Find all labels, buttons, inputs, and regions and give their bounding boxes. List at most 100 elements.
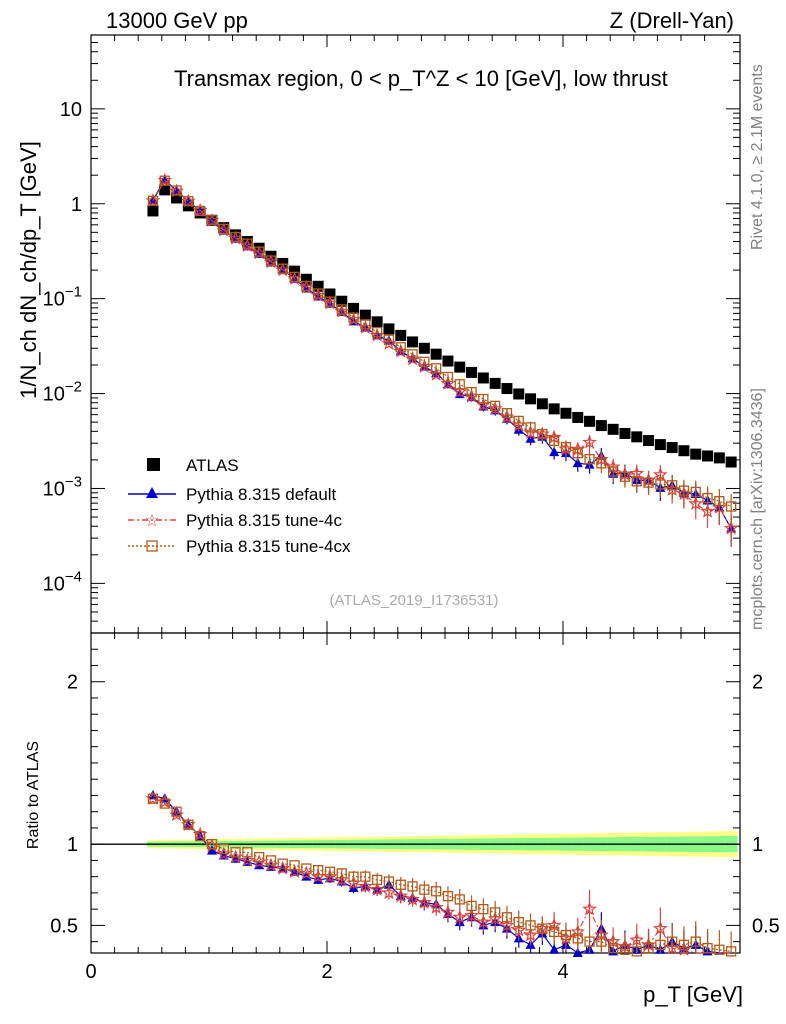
pythia-tune4cx-ratio-point	[289, 860, 300, 871]
legend-marker-tune4c: ☆	[144, 511, 159, 530]
pythia-tune4cx-point	[442, 371, 454, 383]
y-tick-label: 10−2	[43, 379, 82, 406]
pythia-tune4cx-ratio-point	[253, 852, 265, 863]
reference-label: (ATLAS_2019_I1736531)	[329, 592, 498, 609]
atlas-point	[489, 377, 501, 389]
pythia-tune4cx-point	[667, 480, 678, 491]
pythia-tune4cx-point	[383, 334, 395, 345]
x-tick-label: 4	[557, 961, 568, 983]
pythia-tune4cx-ratio-point	[407, 881, 418, 892]
pythia-tune4cx-point	[277, 263, 288, 274]
pythia-tune4cx-point	[301, 280, 312, 292]
pythia-tune4cx-ratio-line	[152, 798, 732, 953]
atlas-point	[631, 431, 643, 443]
pythia-tune4cx-point	[419, 356, 430, 367]
ratio-tick-label-left: 1	[67, 834, 78, 856]
pythia-tune4c-point	[452, 384, 468, 398]
atlas-point	[383, 323, 395, 335]
data-series	[145, 172, 739, 957]
pythia-tune4cx-ratio-point	[395, 879, 406, 890]
header-left: 13000 GeV pp	[106, 8, 248, 33]
pythia-tune4cx-ratio-point	[678, 939, 690, 951]
pythia-tune4cx-ratio-point	[183, 819, 194, 830]
atlas-point	[607, 423, 619, 435]
x-tick-label: 2	[321, 961, 332, 983]
pythia-default-ratio-point	[206, 845, 217, 855]
pythia-tune4cx-point	[183, 196, 194, 207]
pythia-tune4cx-point	[430, 363, 442, 374]
pythia-tune4c-ratio-point	[358, 878, 373, 893]
atlas-point	[466, 366, 478, 378]
pythia-tune4cx-point	[218, 223, 229, 235]
ratio-tick-label-left: 0.5	[50, 915, 78, 937]
pythia-tune4cx-ratio-point	[549, 926, 560, 938]
pythia-tune4cx-point	[513, 415, 524, 427]
pythia-tune4c-ratio-point	[452, 909, 468, 924]
pythia-default-ratio-point	[549, 944, 560, 954]
pythia-tune4cx-point	[171, 185, 182, 196]
pythia-tune4c-ratio-line	[152, 798, 732, 954]
legend-marker-tune4cx	[146, 540, 158, 552]
y-tick-label: 10−1	[43, 284, 82, 311]
pythia-tune4cx-line	[152, 179, 732, 508]
pythia-tune4cx-ratio-point	[301, 863, 312, 874]
pythia-tune4c-point	[582, 434, 597, 449]
atlas-point	[643, 435, 655, 447]
atlas-point	[324, 288, 336, 300]
pythia-tune4cx-point	[194, 205, 206, 217]
atlas-point	[536, 398, 548, 410]
pythia-tune4cx-point	[265, 255, 277, 266]
atlas-point	[312, 280, 324, 292]
pythia-tune4cx-point	[360, 319, 371, 330]
legend-label-tune4c: Pythia 8.315 tune-4c	[186, 511, 342, 530]
pythia-tune4cx-ratio-point	[242, 847, 253, 858]
ratio-tick-label-left: 2	[67, 672, 78, 694]
legend-marker-atlas	[147, 458, 160, 471]
atlas-point	[548, 403, 560, 415]
pythia-tune4cx-ratio-point	[667, 936, 678, 947]
pythia-tune4cx-point	[572, 448, 583, 459]
pythia-tune4cx-ratio-point	[454, 894, 465, 905]
pythia-tune4cx-point	[242, 238, 253, 249]
atlas-point	[407, 336, 419, 348]
pythia-tune4cx-ratio-point	[324, 866, 336, 877]
rivet-label: Rivet 4.1.0, ≥ 2.1M events	[749, 64, 766, 250]
y-axis-label-main: 1/N_ch dN_ch/dp_T [GeV]	[16, 141, 41, 399]
pythia-default-ratio-point	[572, 947, 583, 957]
atlas-point	[525, 393, 537, 405]
pythia-tune4cx-point	[206, 215, 218, 226]
ratio-frame	[90, 632, 741, 954]
pythia-tune4cx-ratio-point	[619, 944, 631, 955]
atlas-point	[513, 388, 525, 400]
atlas-point	[359, 309, 371, 321]
atlas-point	[713, 452, 725, 464]
pythia-tune4c-ratio-point	[393, 888, 409, 903]
atlas-point	[690, 448, 702, 460]
pythia-tune4cx-ratio-point	[371, 874, 383, 886]
pythia-tune4cx-point	[702, 492, 713, 504]
pythia-tune4cx-point	[584, 453, 595, 465]
atlas-point	[619, 427, 631, 439]
y-tick-label: 1	[71, 194, 82, 216]
pythia-tune4cx-ratio-point	[312, 865, 324, 876]
axis-ticks: 0 2 4 10 1 10−1 10−2 10−3 10−4 0.5 0.5 1 1 2 2	[43, 34, 780, 983]
pythia-tune4cx-ratio-point	[348, 871, 359, 882]
atlas-point	[584, 415, 596, 427]
pythia-tune4cx-point	[678, 485, 690, 496]
pythia-tune4cx-point	[537, 428, 548, 440]
pythia-tune4cx-point	[643, 477, 654, 488]
legend-label-tune4cx: Pythia 8.315 tune-4cx	[186, 537, 351, 556]
ratio-tick-label-right: 1	[752, 834, 763, 856]
pythia-tune4cx-point	[501, 408, 513, 419]
pythia-tune4cx-point	[454, 379, 465, 390]
pythia-tune4cx-ratio-point	[655, 939, 666, 951]
y-tick-label: 10	[60, 99, 82, 121]
pythia-tune4cx-ratio-point	[430, 886, 442, 897]
pythia-tune4cx-point	[596, 458, 607, 469]
pythia-tune4c-ratio-point	[381, 885, 397, 900]
pythia-tune4cx-point	[655, 479, 666, 490]
pythia-tune4cx-point	[324, 296, 336, 307]
pythia-tune4cx-point	[690, 486, 701, 498]
atlas-point	[300, 273, 312, 285]
pythia-tune4cx-point	[253, 246, 265, 257]
